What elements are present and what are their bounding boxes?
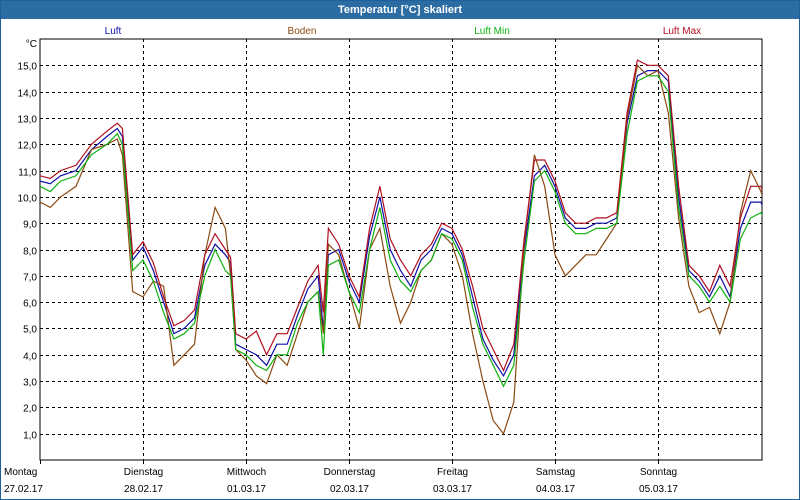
x-tick-date-label: 02.03.17 <box>330 484 369 495</box>
legend-entry: Luft Max <box>663 26 701 37</box>
window-title: Temperatur [°C] skaliert <box>1 1 799 19</box>
legend-entry: Luft Min <box>474 26 510 37</box>
y-axis-label: °C <box>26 39 37 50</box>
x-tick-day-label: Donnerstag <box>324 467 376 478</box>
y-tick-label: 11,0 <box>18 168 37 179</box>
y-tick-label: 7,0 <box>23 273 37 284</box>
y-tick-label: 2,0 <box>23 404 37 415</box>
y-tick-label: 14,0 <box>18 89 38 100</box>
series-line-luft-max <box>40 59 762 372</box>
y-tick-label: 4,0 <box>23 352 37 363</box>
plot-frame <box>39 38 763 461</box>
x-tick-day-label: Montag <box>4 467 37 478</box>
x-tick-day-label: Samstag <box>536 467 575 478</box>
series-line-luft-min <box>40 75 762 388</box>
x-tick-day-label: Sonntag <box>640 467 677 478</box>
y-tick-label: 9,0 <box>23 220 37 231</box>
y-tick-label: 3,0 <box>23 378 37 389</box>
x-tick-date-label: 01.03.17 <box>227 484 266 495</box>
y-tick-label: 8,0 <box>23 247 37 258</box>
y-tick-label: 12,0 <box>18 141 38 152</box>
x-tick-date-label: 28.02.17 <box>124 484 163 495</box>
x-tick-date-label: 03.03.17 <box>433 484 472 495</box>
legend-entry: Boden <box>288 26 317 37</box>
y-tick-label: 15,0 <box>18 62 38 73</box>
x-tick-day-label: Mittwoch <box>227 467 266 478</box>
x-tick-day-label: Freitag <box>437 467 468 478</box>
y-tick-label: 5,0 <box>23 325 37 336</box>
y-tick-label: 1,0 <box>23 431 37 442</box>
x-tick-date-label: 05.03.17 <box>639 484 678 495</box>
y-tick-label: 10,0 <box>18 194 38 205</box>
x-tick-date-label: 04.03.17 <box>536 484 575 495</box>
legend-entry: Luft <box>105 26 122 37</box>
x-tick-day-label: Dienstag <box>124 467 163 478</box>
y-tick-label: 13,0 <box>18 115 38 126</box>
series-line-luft <box>40 69 762 378</box>
y-tick-label: 6,0 <box>23 299 37 310</box>
x-tick-date-label: 27.02.17 <box>4 484 43 495</box>
